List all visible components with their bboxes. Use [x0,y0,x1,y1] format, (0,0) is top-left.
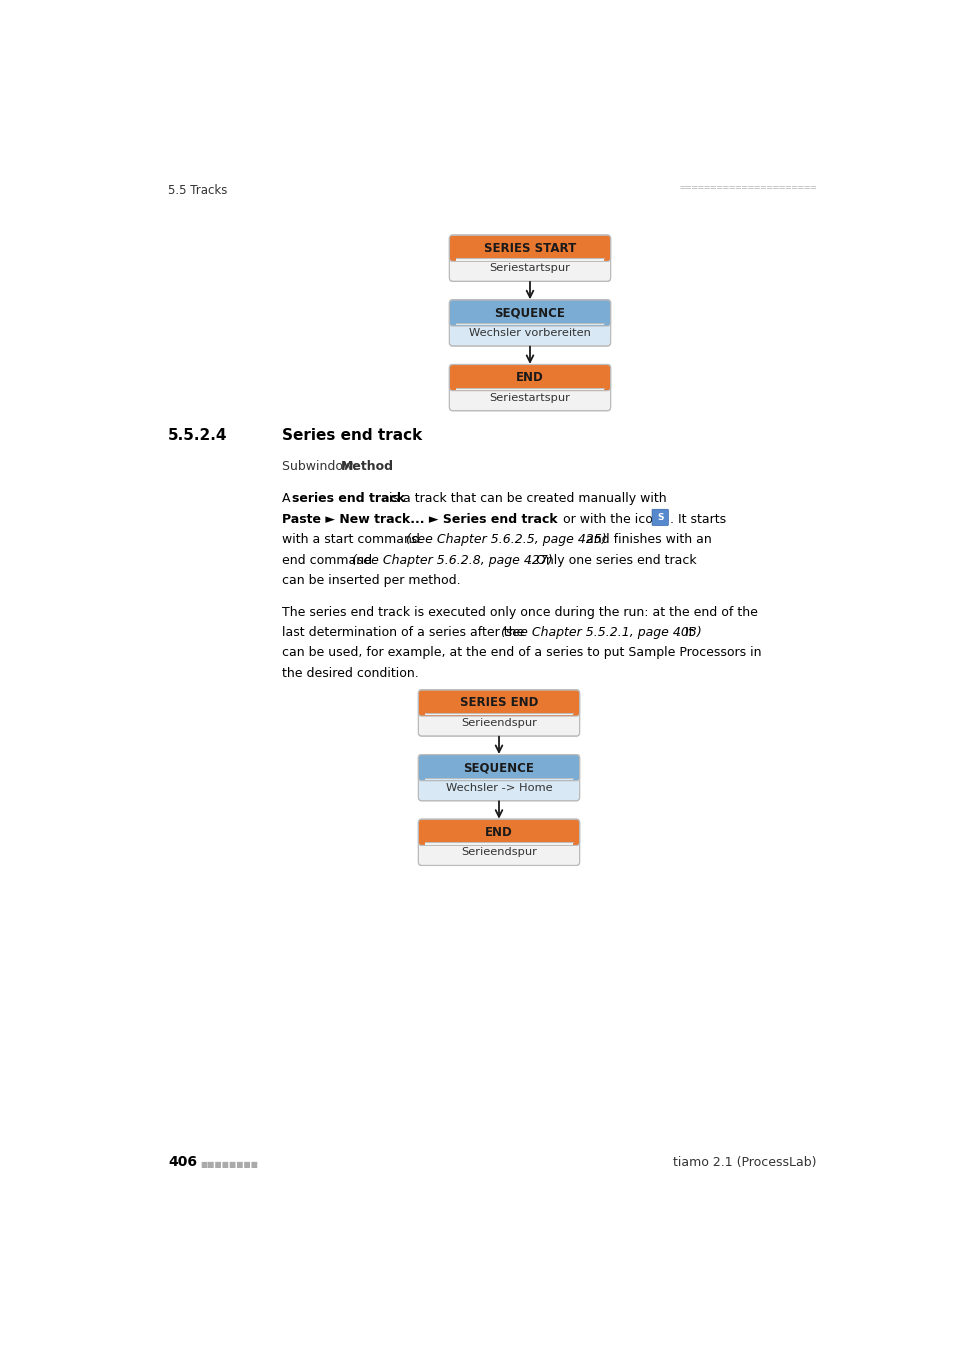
Bar [424,693,573,713]
Text: 5.5 Tracks: 5.5 Tracks [168,184,227,197]
Text: SERIES END: SERIES END [459,697,537,710]
Text: . It: . It [676,626,693,639]
FancyBboxPatch shape [418,755,579,780]
Bar [424,822,573,842]
Text: Wechsler -> Home: Wechsler -> Home [445,783,552,792]
FancyBboxPatch shape [418,819,579,865]
FancyBboxPatch shape [652,509,668,525]
Bar [456,367,604,387]
Text: 406: 406 [168,1156,197,1169]
Text: SERIES START: SERIES START [483,242,576,255]
Bar [425,840,572,845]
Text: ======================: ====================== [679,184,816,193]
Bar [456,239,604,258]
Text: (see Chapter 5.5.2.1, page 403): (see Chapter 5.5.2.1, page 403) [500,626,701,639]
FancyBboxPatch shape [449,300,610,346]
Text: tiamo 2.1 (ProcessLab): tiamo 2.1 (ProcessLab) [673,1156,816,1169]
Text: Serieendspur: Serieendspur [460,718,537,728]
Text: Series end track: Series end track [282,428,422,443]
Bar [456,304,604,323]
Text: . Only one series end track: . Only one series end track [528,554,696,567]
Text: The series end track is executed only once during the run: at the end of the: The series end track is executed only on… [282,606,757,618]
Text: Serieendspur: Serieendspur [460,848,537,857]
Text: . It starts: . It starts [670,513,725,525]
Bar [456,320,603,325]
Text: Method: Method [340,460,393,472]
Text: last determination of a series after the: last determination of a series after the [282,626,528,639]
Text: Seriestartspur: Seriestartspur [489,263,570,273]
Text: Wechsler vorbereiten: Wechsler vorbereiten [469,328,590,338]
Bar [425,710,572,716]
FancyBboxPatch shape [449,364,610,410]
Text: or with the icon: or with the icon [558,513,664,525]
FancyBboxPatch shape [418,690,579,736]
FancyBboxPatch shape [449,235,610,262]
Text: end command: end command [282,554,375,567]
Text: S: S [657,513,662,522]
Text: with a start command: with a start command [282,533,423,547]
Text: A: A [282,493,294,505]
Bar [424,757,573,778]
Bar [424,824,573,842]
Text: Seriestartspur: Seriestartspur [489,393,570,402]
Text: SEQUENCE: SEQUENCE [463,761,534,774]
Text: Subwindow:: Subwindow: [282,460,360,472]
Text: can be used, for example, at the end of a series to put Sample Processors in: can be used, for example, at the end of … [282,647,760,659]
Bar [456,238,604,258]
FancyBboxPatch shape [418,819,579,845]
FancyBboxPatch shape [449,235,610,281]
Text: (see Chapter 5.6.2.8, page 427): (see Chapter 5.6.2.8, page 427) [352,554,553,567]
FancyBboxPatch shape [418,755,579,801]
Text: series end track: series end track [293,493,405,505]
Text: Paste ► New track... ► Series end track: Paste ► New track... ► Series end track [282,513,558,525]
Text: SEQUENCE: SEQUENCE [494,306,565,320]
FancyBboxPatch shape [418,690,579,716]
Bar [456,302,604,323]
Bar [456,255,603,261]
Bar [424,759,573,778]
Bar [456,369,604,387]
FancyBboxPatch shape [449,364,610,390]
Bar [425,775,572,780]
Text: END: END [485,826,513,838]
Text: is a track that can be created manually with: is a track that can be created manually … [385,493,666,505]
Text: (see Chapter 5.6.2.5, page 425): (see Chapter 5.6.2.5, page 425) [406,533,606,547]
Text: ■■■■■■■■: ■■■■■■■■ [200,1160,258,1169]
Text: the desired condition.: the desired condition. [282,667,418,680]
Text: can be inserted per method.: can be inserted per method. [282,574,460,587]
Text: and finishes with an: and finishes with an [581,533,711,547]
FancyBboxPatch shape [449,300,610,325]
Bar [456,385,603,390]
Text: END: END [516,371,543,385]
Bar [424,694,573,713]
Text: 5.5.2.4: 5.5.2.4 [168,428,228,443]
